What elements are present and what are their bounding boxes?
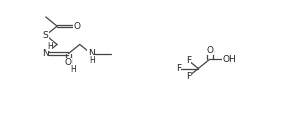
Text: H: H xyxy=(47,42,53,51)
Text: H: H xyxy=(89,56,95,65)
Text: OH: OH xyxy=(223,55,237,64)
Text: F: F xyxy=(176,64,181,73)
Text: F: F xyxy=(186,72,191,81)
Text: N: N xyxy=(42,49,49,58)
Text: O: O xyxy=(65,58,72,67)
Text: O: O xyxy=(74,22,81,31)
Text: F: F xyxy=(186,56,191,65)
Text: S: S xyxy=(43,31,48,40)
Text: H: H xyxy=(70,65,76,75)
Text: O: O xyxy=(206,45,213,55)
Text: N: N xyxy=(88,49,94,58)
